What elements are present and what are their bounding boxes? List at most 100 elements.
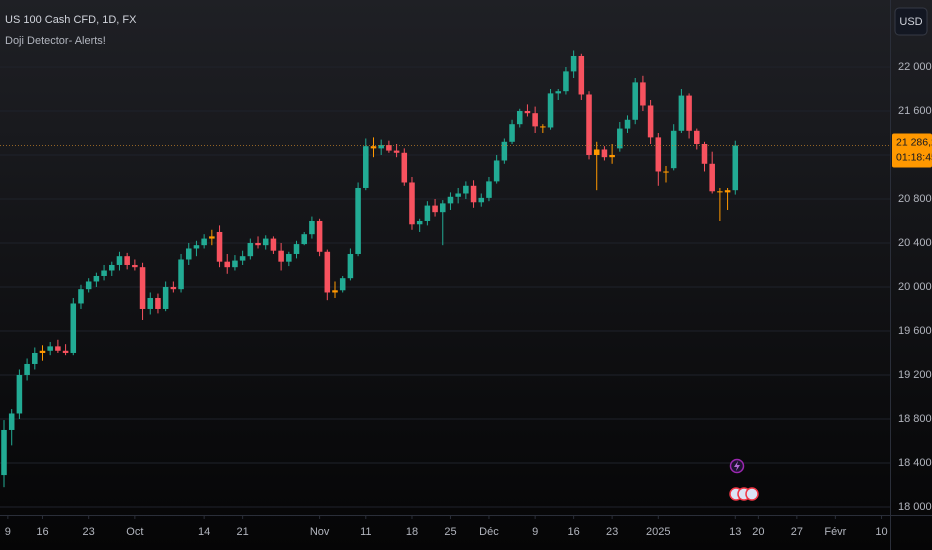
candle-body — [470, 185, 477, 203]
candle-body — [93, 275, 100, 282]
candle-body — [409, 182, 415, 225]
y-tick-label: 20 800,00 — [898, 193, 932, 205]
currency-button[interactable] — [894, 7, 928, 36]
alert-icons — [729, 458, 759, 501]
candle-body — [124, 256, 130, 265]
x-tick-label: Déc — [479, 526, 499, 538]
candle-body — [493, 160, 500, 182]
candle-body — [686, 95, 692, 131]
candle-body — [655, 137, 662, 172]
candle-body — [570, 55, 577, 72]
price-label-box — [892, 133, 932, 168]
candle-body — [378, 145, 384, 149]
x-tick-label: 16 — [36, 526, 48, 538]
candle-body — [463, 185, 469, 194]
candle-body — [293, 244, 300, 254]
x-tick-label: 2025 — [646, 526, 670, 538]
candle-body — [193, 245, 200, 249]
x-tick-label: 21 — [237, 526, 249, 538]
candle-body — [663, 171, 669, 173]
y-tick-label: 20 400,00 — [898, 237, 932, 249]
candle-body — [185, 248, 192, 260]
candle-body — [509, 124, 515, 142]
candle-body — [24, 363, 30, 375]
candle-body — [363, 146, 369, 188]
currency-label[interactable]: USD — [899, 16, 922, 28]
x-tick-label: 23 — [83, 526, 95, 538]
y-tick-label: 21 600,00 — [898, 105, 932, 117]
candle-body — [647, 105, 654, 138]
candle-body — [216, 231, 223, 262]
candle-body — [393, 150, 400, 153]
y-tick-label: 22 000,00 — [898, 61, 932, 73]
candle-body — [339, 278, 346, 291]
event-icon — [745, 487, 759, 501]
candle-body — [547, 93, 554, 128]
grid — [0, 66, 890, 508]
x-tick-label: 25 — [444, 526, 456, 538]
candle-body — [247, 242, 254, 257]
countdown-label: 01:18:45 — [896, 151, 932, 163]
candle-body — [155, 297, 161, 309]
candle-body — [85, 281, 92, 290]
candle-body — [370, 146, 377, 149]
x-tick-label: 18 — [406, 526, 418, 538]
candle-body — [701, 143, 708, 164]
candle-body — [232, 260, 238, 268]
x-tick-label: 9 — [532, 526, 538, 538]
x-tick-label: 23 — [606, 526, 618, 538]
candle-body — [670, 130, 677, 169]
candle-body — [617, 128, 623, 149]
candle-body — [540, 126, 546, 128]
candle-body — [609, 154, 615, 158]
candle-body — [593, 149, 600, 155]
candle-body — [709, 163, 715, 192]
candle-body — [478, 197, 485, 203]
candle-body — [516, 110, 523, 125]
candle-body — [39, 350, 46, 353]
x-tick-label: 11 — [360, 526, 371, 538]
candle-body — [224, 261, 231, 268]
price-label: 21 286,29 — [896, 136, 932, 148]
candle-body — [162, 286, 169, 309]
candle-body — [332, 290, 338, 293]
candle-body — [678, 95, 685, 131]
candle-body — [439, 203, 446, 213]
candle-body — [555, 91, 562, 94]
candle-body — [32, 352, 38, 364]
candle-body — [416, 220, 423, 225]
candle-body — [55, 346, 61, 351]
candle-body — [432, 205, 438, 213]
alert-bolt — [734, 461, 740, 471]
candle-body — [586, 94, 592, 155]
candle-body — [632, 82, 638, 120]
candle-body — [324, 251, 331, 293]
candle-body — [640, 82, 646, 106]
candle-body — [578, 55, 585, 95]
candle-body — [624, 119, 631, 129]
x-tick-label: 14 — [198, 526, 210, 538]
y-tick-label: 19 600,00 — [898, 325, 932, 337]
candle-body — [286, 253, 292, 262]
candle-body — [424, 205, 431, 221]
candle-body — [70, 303, 77, 353]
candle-body — [62, 350, 69, 353]
candle-body — [239, 256, 246, 261]
candle-body — [732, 145, 739, 191]
x-tick-label: 13 — [729, 526, 741, 538]
candle-body — [309, 220, 315, 235]
candle-body — [532, 113, 538, 127]
candle-body — [386, 145, 392, 151]
candle-body — [201, 238, 207, 246]
candle-body — [132, 264, 138, 268]
y-tick-label: 18 800,00 — [898, 413, 932, 425]
x-tick-label: 27 — [791, 526, 803, 538]
candle-body — [447, 196, 454, 204]
candle-body — [524, 110, 531, 114]
candle-body — [601, 149, 608, 158]
x-tick-label: Oct — [126, 526, 143, 538]
x-tick-label: 10 — [875, 526, 887, 538]
candle-body — [147, 297, 154, 309]
